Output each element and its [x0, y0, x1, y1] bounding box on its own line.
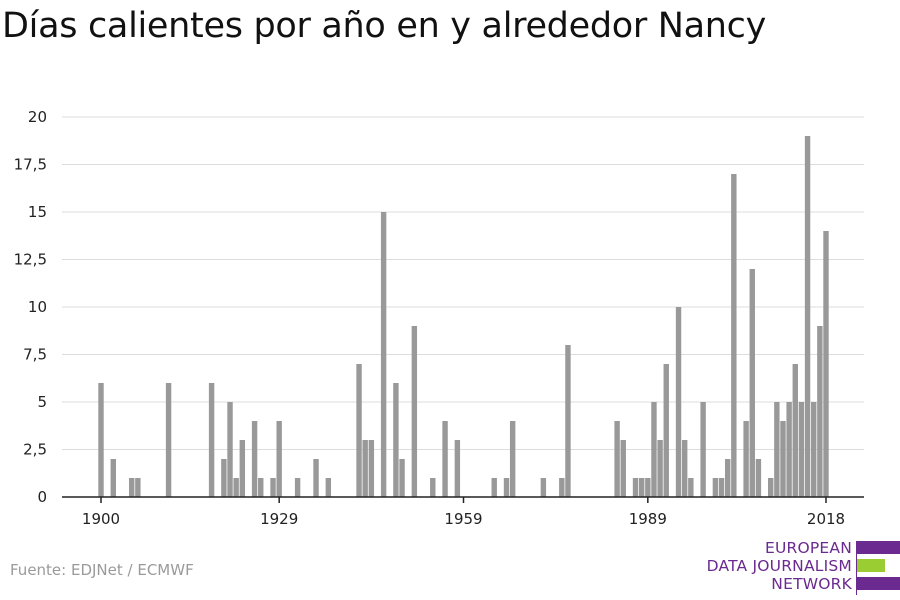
- bar: [811, 402, 817, 497]
- bar: [411, 326, 418, 497]
- y-tick-label: 20: [28, 108, 47, 126]
- gridlines: [62, 116, 864, 450]
- bar: [780, 421, 786, 497]
- bar: [768, 478, 774, 497]
- logo-line: DATA JOURNALISM: [706, 557, 852, 575]
- logo-bar-purple-top: [857, 541, 900, 554]
- y-tick-label: 15: [28, 203, 47, 221]
- y-axis-tick-labels: 0 2,5 5 7,5 10 12,5 15 17,5 20: [14, 108, 47, 506]
- logo-wordmark: EUROPEAN DATA JOURNALISM NETWORK: [707, 539, 852, 593]
- bar: [356, 364, 362, 497]
- bar: [712, 478, 719, 497]
- source-note: Fuente: EDJNet / ECMWF: [10, 561, 194, 579]
- bar: [749, 269, 755, 497]
- bar: [399, 459, 405, 497]
- y-tick-label: 2,5: [23, 441, 47, 459]
- y-tick-label: 5: [37, 393, 47, 411]
- x-tick-label: 1989: [629, 510, 667, 528]
- bar: [559, 478, 565, 497]
- bar: [294, 478, 301, 497]
- bar: [276, 421, 282, 497]
- bar: [110, 459, 116, 497]
- edjnet-logo: EUROPEAN DATA JOURNALISM NETWORK: [680, 539, 900, 595]
- bar: [565, 345, 571, 497]
- logo-line: EUROPEAN: [764, 539, 852, 557]
- bar: [509, 421, 516, 497]
- x-tick-label: 1900: [82, 510, 120, 528]
- bars: [98, 136, 829, 497]
- bar: [135, 478, 141, 497]
- bar: [688, 478, 694, 497]
- bar: [239, 440, 246, 497]
- bar: [208, 383, 215, 497]
- bar: [233, 478, 239, 497]
- y-tick-label: 0: [37, 488, 47, 506]
- bar: [645, 478, 651, 497]
- bar: [454, 440, 461, 497]
- bar: [227, 402, 233, 497]
- bar: [325, 478, 332, 497]
- bar: [718, 478, 725, 497]
- logo-line: NETWORK: [771, 575, 852, 593]
- bar: [221, 459, 227, 497]
- y-tick-label: 10: [28, 298, 47, 316]
- bar: [774, 402, 780, 497]
- bar: [491, 478, 497, 497]
- bar: [251, 421, 258, 497]
- bar: [98, 383, 104, 497]
- y-tick-label: 12,5: [14, 251, 47, 269]
- bar: [700, 402, 706, 497]
- bar: [632, 478, 639, 497]
- bar: [804, 136, 811, 497]
- bar: [755, 459, 762, 497]
- logo-bar-green: [857, 559, 885, 572]
- bar: [430, 478, 436, 497]
- x-tick-label: 1929: [260, 510, 298, 528]
- bar: [823, 231, 829, 497]
- bar: [442, 421, 448, 497]
- bar: [129, 478, 135, 497]
- bar: [165, 383, 172, 497]
- bar: [638, 478, 645, 497]
- x-axis-tick-labels: 1900 1929 1959 1989 2018: [82, 510, 845, 528]
- bar: [368, 440, 375, 497]
- chart-title: Días calientes por año en y alrededor Na…: [2, 6, 767, 46]
- bar: [817, 326, 823, 497]
- logo-bar-purple-bottom: [857, 577, 900, 590]
- bar: [792, 364, 798, 497]
- bar: [362, 440, 368, 497]
- bar: [657, 440, 663, 497]
- y-tick-label: 17,5: [14, 156, 47, 174]
- bar: [270, 478, 276, 497]
- bar: [620, 440, 626, 497]
- bar: [503, 478, 510, 497]
- bar: [681, 440, 688, 497]
- bar: [651, 402, 657, 497]
- bar: [614, 421, 620, 497]
- x-tick-label: 1959: [444, 510, 482, 528]
- bar: [313, 459, 319, 497]
- bar: [663, 364, 669, 497]
- bar: [743, 421, 749, 497]
- x-axis-ticks: [100, 497, 827, 503]
- y-tick-label: 7,5: [23, 346, 47, 364]
- x-tick-label: 2018: [807, 510, 845, 528]
- bar: [786, 402, 792, 497]
- bar: [675, 307, 682, 497]
- bar: [724, 459, 731, 497]
- bar-chart: 0 2,5 5 7,5 10 12,5 15 17,5 20 1900 1929 1959 1989 2…: [14, 108, 864, 528]
- logo-divider: [856, 541, 857, 595]
- bar: [258, 478, 264, 497]
- bar: [380, 212, 387, 497]
- bar: [540, 478, 547, 497]
- bar: [393, 383, 399, 497]
- bar: [731, 174, 737, 497]
- bar: [798, 402, 805, 497]
